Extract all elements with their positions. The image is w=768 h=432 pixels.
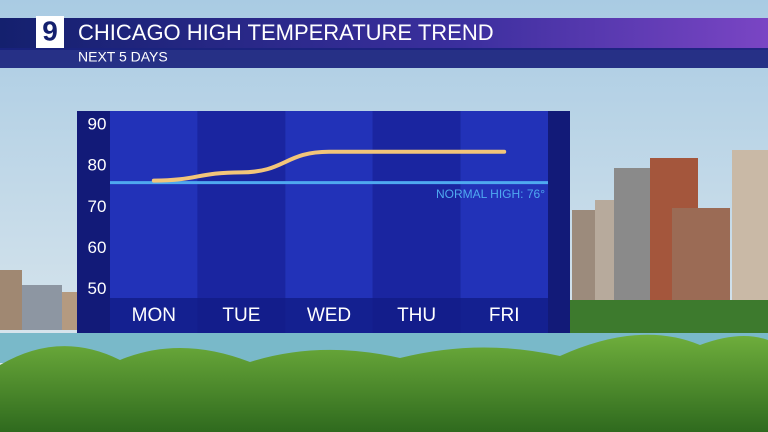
category-band bbox=[110, 298, 548, 333]
x-tick-label: TUE bbox=[222, 305, 260, 326]
column bbox=[372, 111, 461, 333]
column bbox=[460, 111, 548, 333]
reference-label: NORMAL HIGH: 76° bbox=[436, 187, 545, 201]
grass bbox=[0, 334, 768, 432]
x-tick-label: WED bbox=[307, 305, 351, 326]
x-tick-label: THU bbox=[397, 305, 436, 326]
logo: 9 bbox=[42, 15, 58, 46]
plot: 50 60 70 80 90 MON TUE WED THU FRI NORMAL HIGH: 76… bbox=[88, 114, 548, 326]
y-tick-label: 60 bbox=[88, 238, 107, 257]
column bbox=[285, 111, 373, 333]
x-tick-label: MON bbox=[132, 305, 176, 326]
temperature-line bbox=[151, 149, 507, 183]
column bbox=[110, 111, 198, 333]
y-tick-label: 90 bbox=[88, 114, 107, 133]
skyline bbox=[0, 150, 768, 330]
y-tick-label: 80 bbox=[88, 156, 107, 175]
header-bar bbox=[0, 18, 768, 50]
column bbox=[197, 111, 286, 333]
chart-subtitle: NEXT 5 DAYS bbox=[78, 49, 168, 65]
logo-box bbox=[36, 16, 64, 48]
y-tick-label: 70 bbox=[88, 197, 107, 216]
y-tick-label: 50 bbox=[88, 279, 107, 298]
x-tick-label: FRI bbox=[489, 305, 520, 326]
chart-title: CHICAGO HIGH TEMPERATURE TREND bbox=[78, 20, 494, 45]
columns bbox=[110, 111, 548, 333]
subheader-bar bbox=[0, 48, 768, 68]
